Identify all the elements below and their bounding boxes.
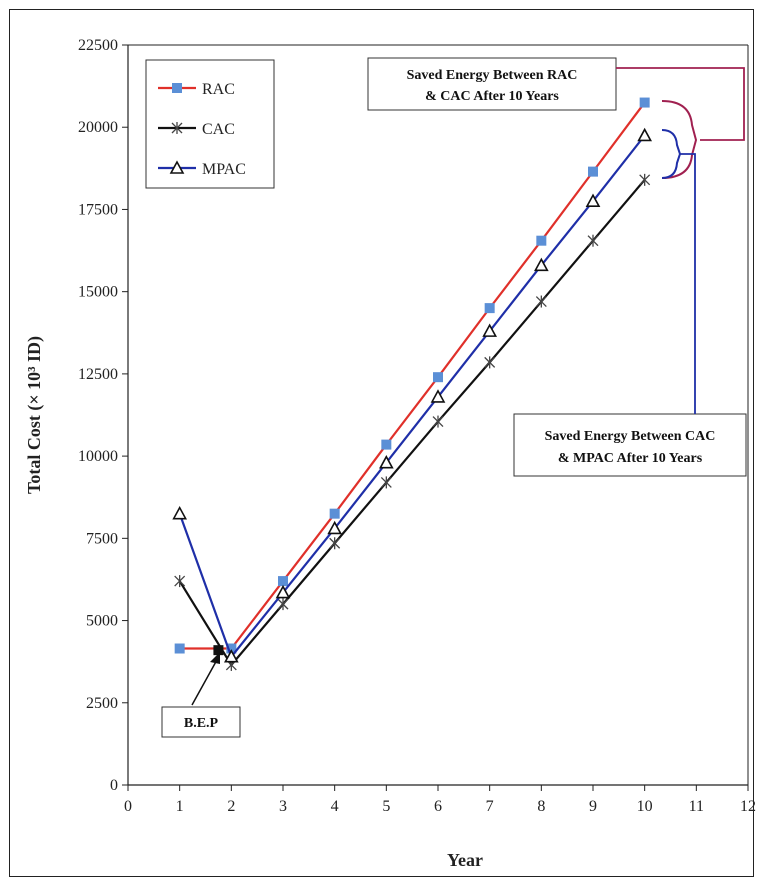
x-tick-label: 3 <box>279 798 287 815</box>
legend-swatch-marker <box>171 122 183 134</box>
mpac-point <box>327 520 343 535</box>
legend-items: RAC CAC MPAC <box>158 81 246 178</box>
y-tick-label: 15000 <box>78 284 118 301</box>
x-tick-label: 9 <box>589 798 597 815</box>
y-tick-label: 22500 <box>78 37 118 54</box>
series-cac <box>174 173 651 671</box>
x-tick-label: 7 <box>486 798 494 815</box>
rac-point <box>588 166 598 177</box>
ticks: 0 1 2 3 4 5 6 7 8 9 10 11 12025005000750010000125001… <box>78 37 756 815</box>
bep-box <box>161 706 241 738</box>
rac-point <box>278 576 288 587</box>
bep-point <box>213 645 224 656</box>
mpac-point <box>378 455 394 469</box>
mpac-point <box>223 649 239 663</box>
figure-frame <box>9 9 754 877</box>
legend-label-cac: CAC <box>202 121 235 138</box>
cac-point <box>329 537 341 550</box>
x-tick-label: 4 <box>331 798 339 815</box>
rac-point <box>639 97 650 108</box>
rac-cac-note-box <box>367 57 617 111</box>
cac-point <box>277 598 289 611</box>
legend-swatch-marker <box>169 160 185 174</box>
mpac-point <box>585 193 601 208</box>
cac-mpac-note-line1: Saved Energy Between CAC <box>545 429 716 444</box>
legend-box <box>145 59 275 189</box>
mpac-point <box>172 505 188 520</box>
cac-mpac-note-line2: & MPAC After 10 Years <box>558 451 703 466</box>
x-tick-label: 8 <box>537 798 545 815</box>
legend-label-rac: RAC <box>202 81 235 98</box>
cac-mpac-brace <box>661 129 682 179</box>
cac-line <box>178 179 646 667</box>
rac-point <box>536 235 547 246</box>
cac-point <box>174 575 186 588</box>
rac-point <box>484 303 495 314</box>
series-layer <box>172 97 653 671</box>
rac-point <box>226 643 237 654</box>
cac-point <box>432 415 444 428</box>
mpac-point <box>430 389 446 403</box>
rac-cac-note-line1: Saved Energy Between RAC <box>407 68 578 83</box>
annotations: B.E.P Saved Energy Between RAC & CAC Aft… <box>161 57 747 738</box>
legend-item-cac: CAC <box>158 121 235 138</box>
y-axis-title: Total Cost (× 10³ ID) <box>24 336 45 494</box>
x-tick-label: 12 <box>740 798 756 815</box>
y-tick-label: 12500 <box>78 366 118 383</box>
cac-point <box>535 295 547 308</box>
y-tick-label: 10000 <box>78 448 118 465</box>
y-tick-label: 5000 <box>86 613 118 630</box>
y-tick-label: 20000 <box>78 119 118 136</box>
x-tick-label: 10 <box>637 798 653 815</box>
bep-label: B.E.P <box>184 716 219 731</box>
cac-point <box>587 234 599 247</box>
x-tick-label: 11 <box>689 798 704 815</box>
mpac-point <box>637 127 653 142</box>
cac-point <box>484 356 496 369</box>
x-tick-label: 1 <box>176 798 184 815</box>
cac-point <box>639 173 651 186</box>
x-tick-label: 2 <box>227 798 235 815</box>
y-tick-label: 7500 <box>86 530 118 547</box>
series-mpac <box>172 127 653 663</box>
y-tick-label: 2500 <box>86 695 118 712</box>
x-tick-label: 5 <box>382 798 390 815</box>
rac-cac-brace <box>661 100 698 179</box>
mpac-line <box>178 134 646 659</box>
rac-point <box>174 643 185 654</box>
rac-cac-connector <box>616 67 745 141</box>
rac-point <box>329 508 340 519</box>
cac-point <box>380 476 392 489</box>
y-tick-label: 0 <box>110 777 118 794</box>
bep-arrow <box>191 657 219 706</box>
mpac-point <box>275 584 291 599</box>
rac-point <box>381 439 392 450</box>
rac-point <box>433 372 443 383</box>
x-tick-label: 0 <box>124 798 132 815</box>
cac-mpac-note-box <box>513 413 747 477</box>
legend-swatch-marker <box>172 83 182 93</box>
x-tick-label: 6 <box>434 798 442 815</box>
legend-label-mpac: MPAC <box>202 161 246 178</box>
series-rac <box>174 97 650 654</box>
legend-item-mpac: MPAC <box>158 160 246 178</box>
mpac-point <box>482 323 498 337</box>
bep-arrowhead <box>210 652 220 664</box>
mpac-point <box>533 257 549 272</box>
rac-cac-note-line2: & CAC After 10 Years <box>425 89 559 104</box>
cac-mpac-connector <box>680 153 696 414</box>
x-axis-title: Year <box>447 850 483 870</box>
rac-line <box>179 101 646 650</box>
y-tick-label: 17500 <box>78 201 118 218</box>
legend: RAC CAC MPAC <box>145 59 275 189</box>
legend-item-rac: RAC <box>158 81 235 98</box>
